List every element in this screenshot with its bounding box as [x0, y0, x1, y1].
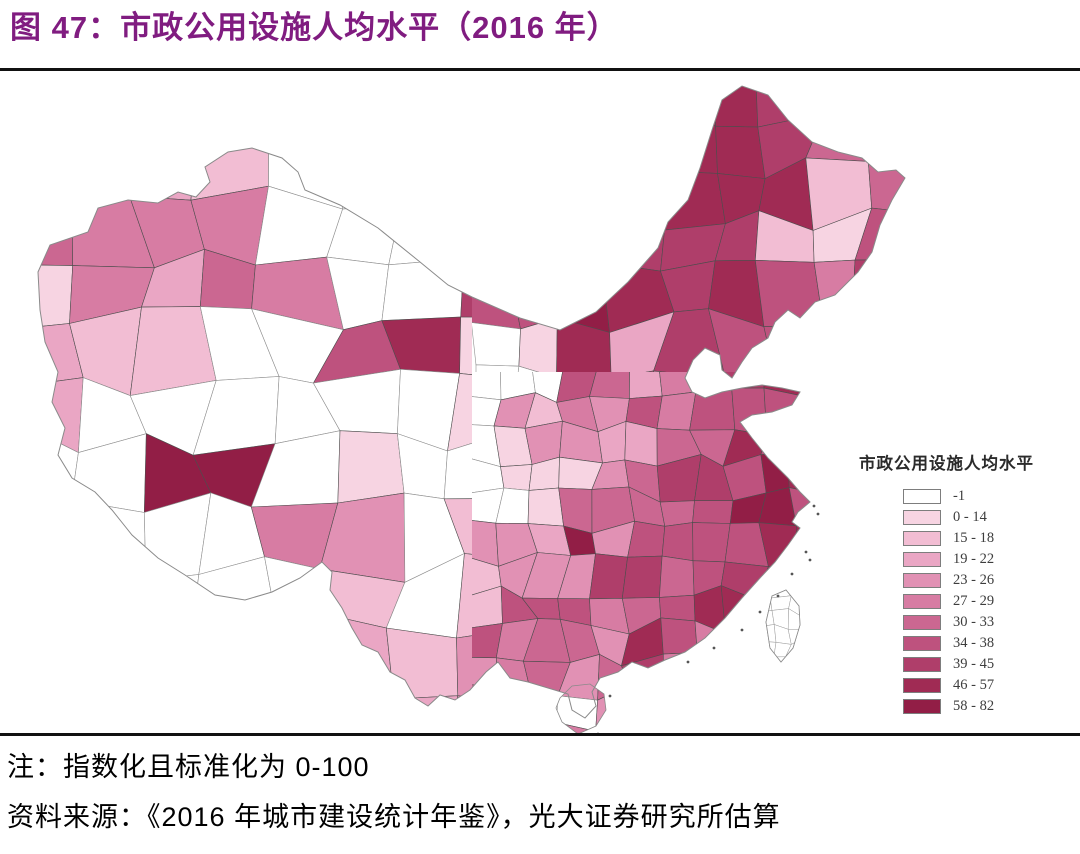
legend-label: 27 - 29 [953, 593, 995, 609]
legend-label: 39 - 45 [953, 656, 995, 672]
legend-item: 30 - 33 [903, 612, 1053, 633]
legend-item: 58 - 82 [903, 696, 1053, 717]
source-text: 资料来源：《2016 年城市建设统计年鉴》，光大证券研究所估算 [7, 802, 781, 832]
legend-item: 39 - 45 [903, 654, 1053, 675]
legend-swatch [903, 657, 941, 672]
legend-item: -1 [903, 486, 1053, 507]
note-text: 注：指数化且标准化为 0-100 [7, 752, 370, 782]
legend-rows: -1 0 - 14 15 - 18 19 - 22 23 - 26 27 - 29 30 -… [853, 486, 1053, 717]
legend-swatch [903, 615, 941, 630]
figure-title: 图 47：市政公用设施人均水平（2016 年） [10, 10, 619, 45]
legend-swatch [903, 552, 941, 567]
legend-label: 0 - 14 [953, 509, 987, 525]
legend-swatch [903, 489, 941, 504]
legend-label: 15 - 18 [953, 530, 995, 546]
legend-label: -1 [953, 488, 966, 504]
legend-label: 46 - 57 [953, 677, 995, 693]
legend-item: 15 - 18 [903, 528, 1053, 549]
legend-label: 34 - 38 [953, 635, 995, 651]
legend-label: 23 - 26 [953, 572, 995, 588]
figure-bottom-divider [0, 733, 1080, 736]
legend-swatch [903, 699, 941, 714]
legend-item: 23 - 26 [903, 570, 1053, 591]
legend-item: 27 - 29 [903, 591, 1053, 612]
legend-swatch [903, 510, 941, 525]
legend-item: 34 - 38 [903, 633, 1053, 654]
legend-swatch [903, 636, 941, 651]
legend-item: 0 - 14 [903, 507, 1053, 528]
legend-label: 58 - 82 [953, 698, 995, 714]
legend-item: 46 - 57 [903, 675, 1053, 696]
legend-swatch [903, 594, 941, 609]
legend-swatch [903, 678, 941, 693]
title-divider [0, 68, 1080, 71]
legend-label: 30 - 33 [953, 614, 995, 630]
legend-label: 19 - 22 [953, 551, 995, 567]
legend-swatch [903, 573, 941, 588]
legend-title: 市政公用设施人均水平 [859, 454, 1034, 473]
legend-item: 19 - 22 [903, 549, 1053, 570]
map-legend: 市政公用设施人均水平 -1 0 - 14 15 - 18 19 - 22 23 - 26… [853, 450, 1053, 717]
legend-swatch [903, 531, 941, 546]
